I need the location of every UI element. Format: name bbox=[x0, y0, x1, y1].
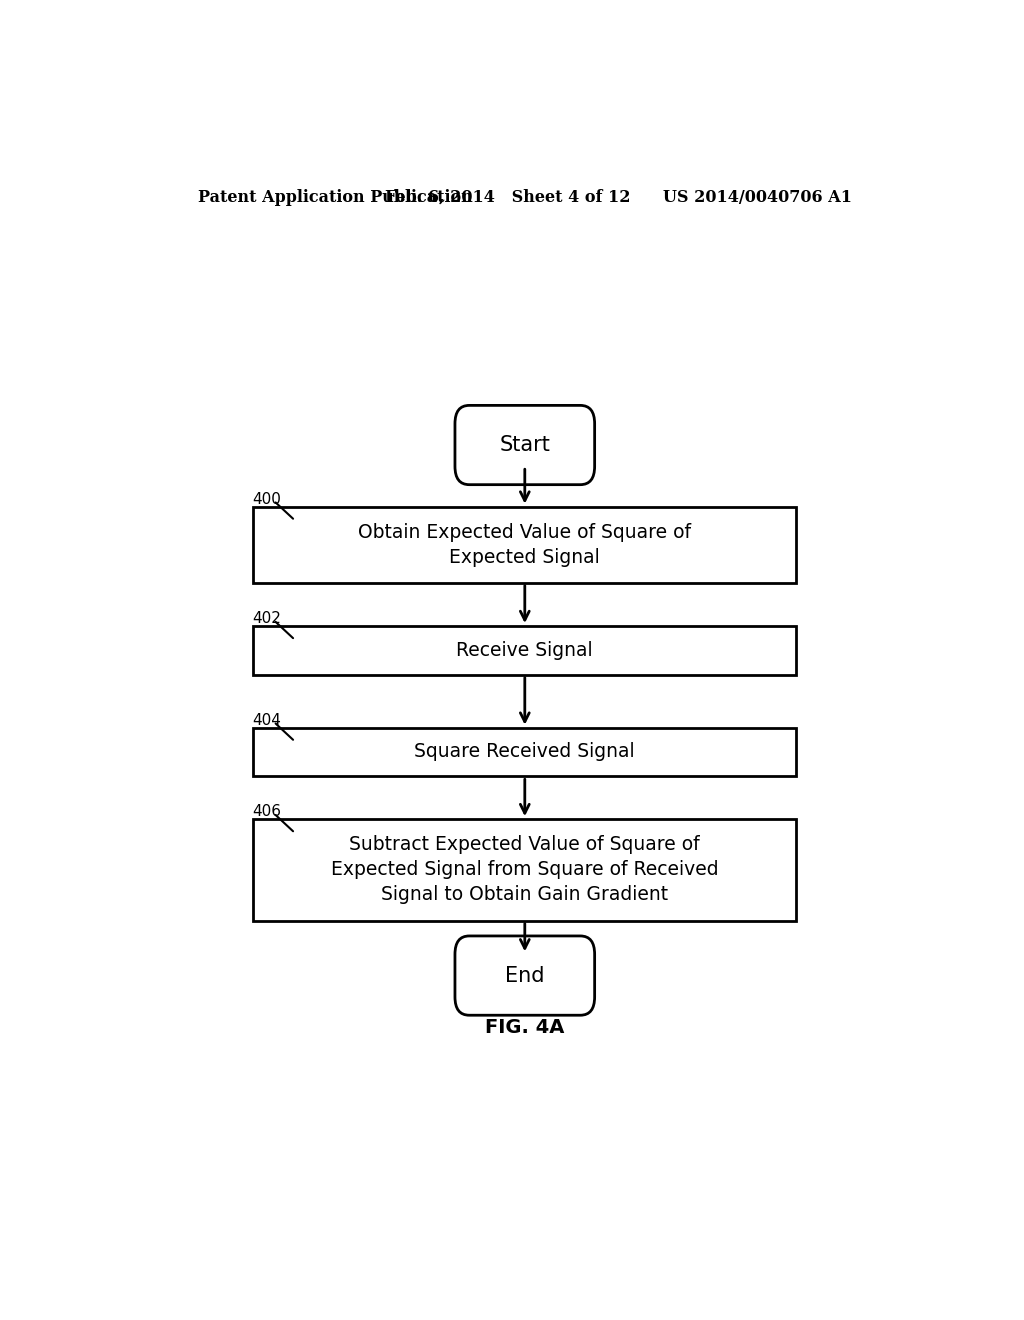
Bar bbox=[253, 727, 797, 776]
Text: Patent Application Publication: Patent Application Publication bbox=[198, 189, 473, 206]
Text: 406: 406 bbox=[252, 804, 281, 818]
Text: End: End bbox=[505, 966, 545, 986]
Text: 402: 402 bbox=[252, 611, 281, 626]
Text: Receive Signal: Receive Signal bbox=[457, 640, 593, 660]
Text: Subtract Expected Value of Square of
Expected Signal from Square of Received
Sig: Subtract Expected Value of Square of Exp… bbox=[331, 836, 719, 904]
Text: Obtain Expected Value of Square of
Expected Signal: Obtain Expected Value of Square of Expec… bbox=[358, 523, 691, 566]
Text: Feb. 6, 2014   Sheet 4 of 12: Feb. 6, 2014 Sheet 4 of 12 bbox=[385, 189, 630, 206]
Bar bbox=[253, 626, 797, 675]
Text: 404: 404 bbox=[252, 713, 281, 727]
FancyBboxPatch shape bbox=[455, 405, 595, 484]
Text: FIG. 4A: FIG. 4A bbox=[485, 1018, 564, 1038]
Text: Square Received Signal: Square Received Signal bbox=[415, 742, 635, 762]
Bar bbox=[253, 507, 797, 582]
Text: US 2014/0040706 A1: US 2014/0040706 A1 bbox=[663, 189, 852, 206]
FancyBboxPatch shape bbox=[455, 936, 595, 1015]
Text: 400: 400 bbox=[252, 491, 281, 507]
Bar bbox=[253, 818, 797, 921]
Text: Start: Start bbox=[500, 436, 550, 455]
